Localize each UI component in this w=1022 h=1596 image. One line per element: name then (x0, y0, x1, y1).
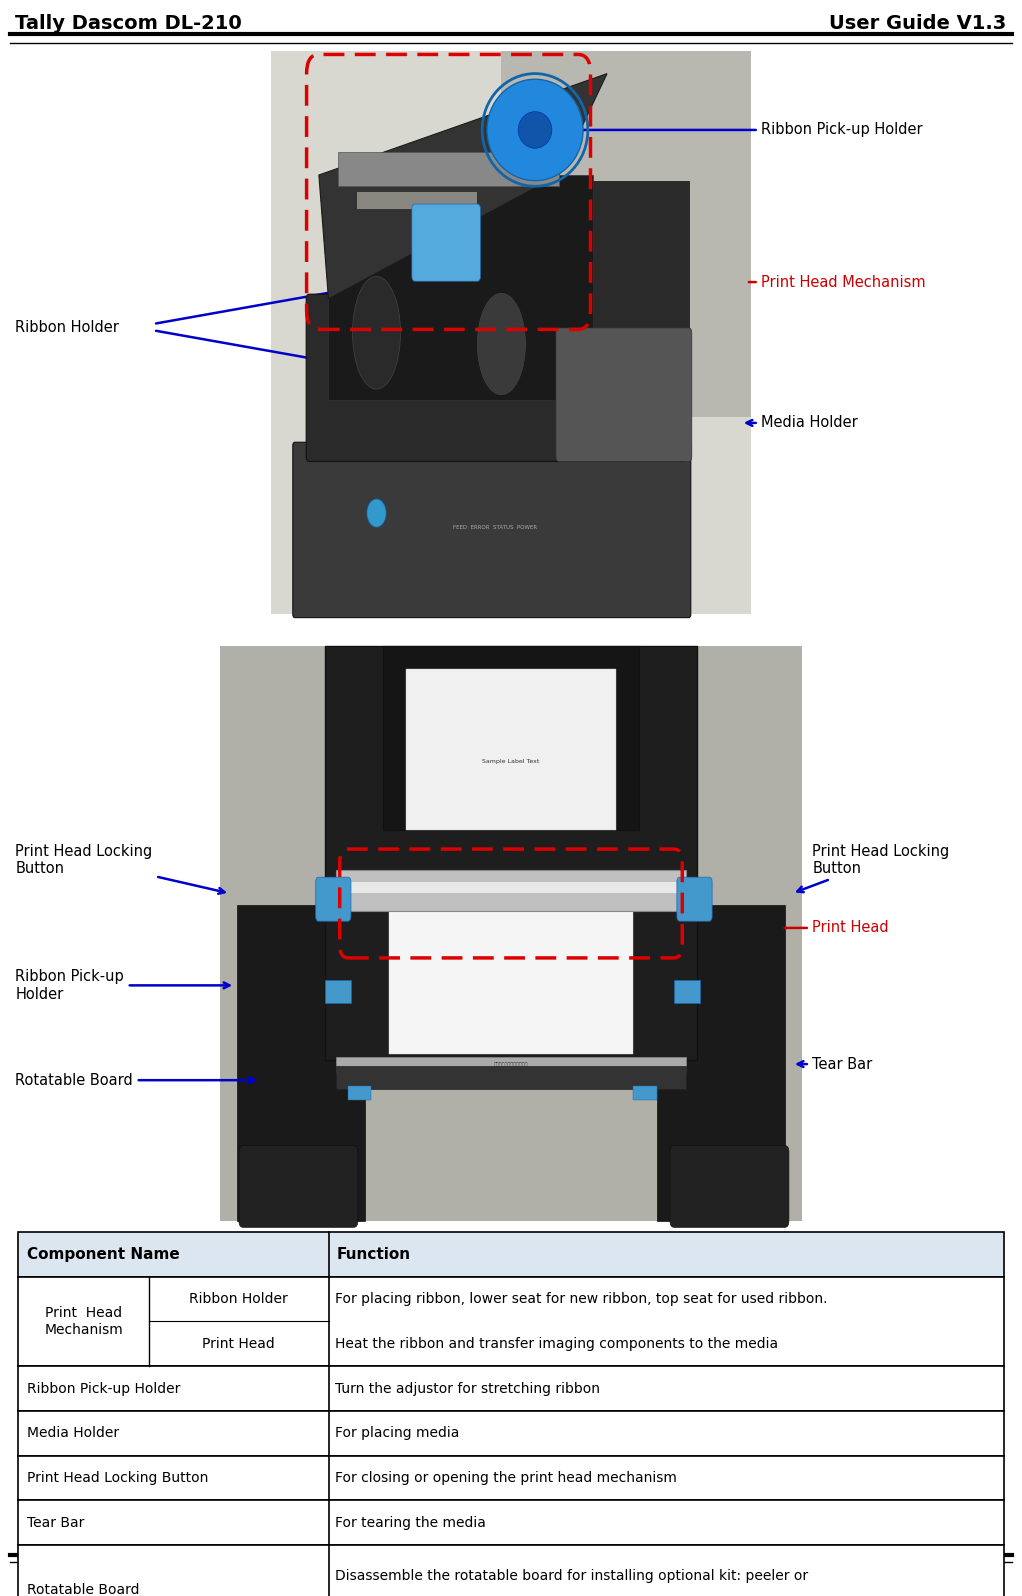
Text: Media Holder: Media Holder (746, 415, 858, 431)
Bar (358, 192, 477, 209)
Text: Print Head Locking
Button: Print Head Locking Button (15, 844, 225, 894)
Bar (328, 176, 593, 401)
Text: Ribbon Pick-up Holder: Ribbon Pick-up Holder (550, 123, 923, 137)
Bar (220, 646, 802, 1221)
Bar (568, 180, 689, 417)
Text: Print Head Locking Button: Print Head Locking Button (27, 1472, 207, 1484)
Text: For closing or opening the print head mechanism: For closing or opening the print head me… (335, 1472, 677, 1484)
FancyBboxPatch shape (293, 442, 691, 618)
Bar (18, 1545, 1004, 1596)
Bar (336, 1066, 686, 1088)
Text: Ribbon Holder: Ribbon Holder (189, 1293, 288, 1306)
Ellipse shape (518, 112, 552, 148)
Text: Heat the ribbon and transfer imaging components to the media: Heat the ribbon and transfer imaging com… (335, 1337, 778, 1350)
Bar (18, 1277, 1004, 1366)
Text: For tearing the media: For tearing the media (335, 1516, 485, 1529)
Bar (657, 905, 785, 1221)
Text: 组装从撕纸刀底部穿穿纸后: 组装从撕纸刀底部穿穿纸后 (494, 1063, 528, 1068)
Ellipse shape (367, 500, 386, 527)
Text: Rotatable Board: Rotatable Board (27, 1583, 139, 1596)
Text: User Guide V1.3: User Guide V1.3 (830, 14, 1007, 32)
Bar (18, 1456, 1004, 1500)
Bar (325, 980, 351, 1002)
Text: Print Head Mechanism: Print Head Mechanism (749, 275, 926, 289)
Text: Media Holder: Media Holder (27, 1427, 119, 1440)
Text: Rotatable Board: Rotatable Board (15, 1073, 256, 1087)
Ellipse shape (353, 276, 401, 389)
Ellipse shape (487, 80, 584, 180)
Text: Print Head Locking
Button: Print Head Locking Button (797, 844, 949, 892)
Text: Tear Bar: Tear Bar (797, 1057, 873, 1071)
Bar (18, 1411, 1004, 1456)
Text: Ribbon Pick-up Holder: Ribbon Pick-up Holder (27, 1382, 180, 1395)
Bar (18, 1366, 1004, 1411)
Text: Component Name: Component Name (27, 1246, 179, 1262)
Bar (336, 883, 686, 894)
FancyBboxPatch shape (239, 1146, 358, 1227)
Text: For placing media: For placing media (335, 1427, 459, 1440)
Bar (325, 646, 697, 1060)
FancyBboxPatch shape (307, 294, 687, 461)
Text: For placing ribbon, lower seat for new ribbon, top seat for used ribbon.: For placing ribbon, lower seat for new r… (335, 1293, 828, 1306)
Bar (338, 153, 559, 187)
Polygon shape (319, 73, 607, 298)
FancyBboxPatch shape (556, 329, 692, 461)
Ellipse shape (477, 294, 525, 394)
FancyBboxPatch shape (670, 1146, 789, 1227)
Text: Print Head: Print Head (202, 1337, 275, 1350)
Text: Tear Bar: Tear Bar (27, 1516, 84, 1529)
Bar (406, 669, 616, 830)
Text: Disassemble the rotatable board for installing optional kit: peeler or: Disassemble the rotatable board for inst… (335, 1569, 808, 1583)
Bar (18, 1232, 1004, 1277)
FancyBboxPatch shape (316, 878, 351, 921)
Text: Ribbon Pick-up
Holder: Ribbon Pick-up Holder (15, 969, 230, 1002)
Bar (271, 51, 751, 614)
Text: 10: 10 (501, 1566, 521, 1585)
Text: Print  Head
Mechanism: Print Head Mechanism (44, 1307, 123, 1336)
Bar (383, 646, 639, 830)
Bar (336, 1057, 686, 1071)
Bar (388, 911, 634, 1055)
Text: Sample Label Text: Sample Label Text (482, 758, 540, 764)
Text: Turn the adjustor for stretching ribbon: Turn the adjustor for stretching ribbon (335, 1382, 600, 1395)
Bar (237, 905, 366, 1221)
Text: Ribbon Holder: Ribbon Holder (15, 319, 120, 335)
Text: FEED  ERROR  STATUS  POWER: FEED ERROR STATUS POWER (454, 525, 538, 530)
Text: Function: Function (337, 1246, 411, 1262)
Bar (18, 1500, 1004, 1545)
Bar (502, 51, 751, 417)
Bar (347, 1085, 371, 1100)
Bar (634, 1085, 657, 1100)
Bar (675, 980, 700, 1002)
Text: Tally Dascom DL-210: Tally Dascom DL-210 (15, 14, 242, 32)
FancyBboxPatch shape (412, 204, 480, 281)
Bar (336, 870, 686, 911)
Text: Print Head: Print Head (785, 921, 889, 935)
FancyBboxPatch shape (677, 878, 712, 921)
